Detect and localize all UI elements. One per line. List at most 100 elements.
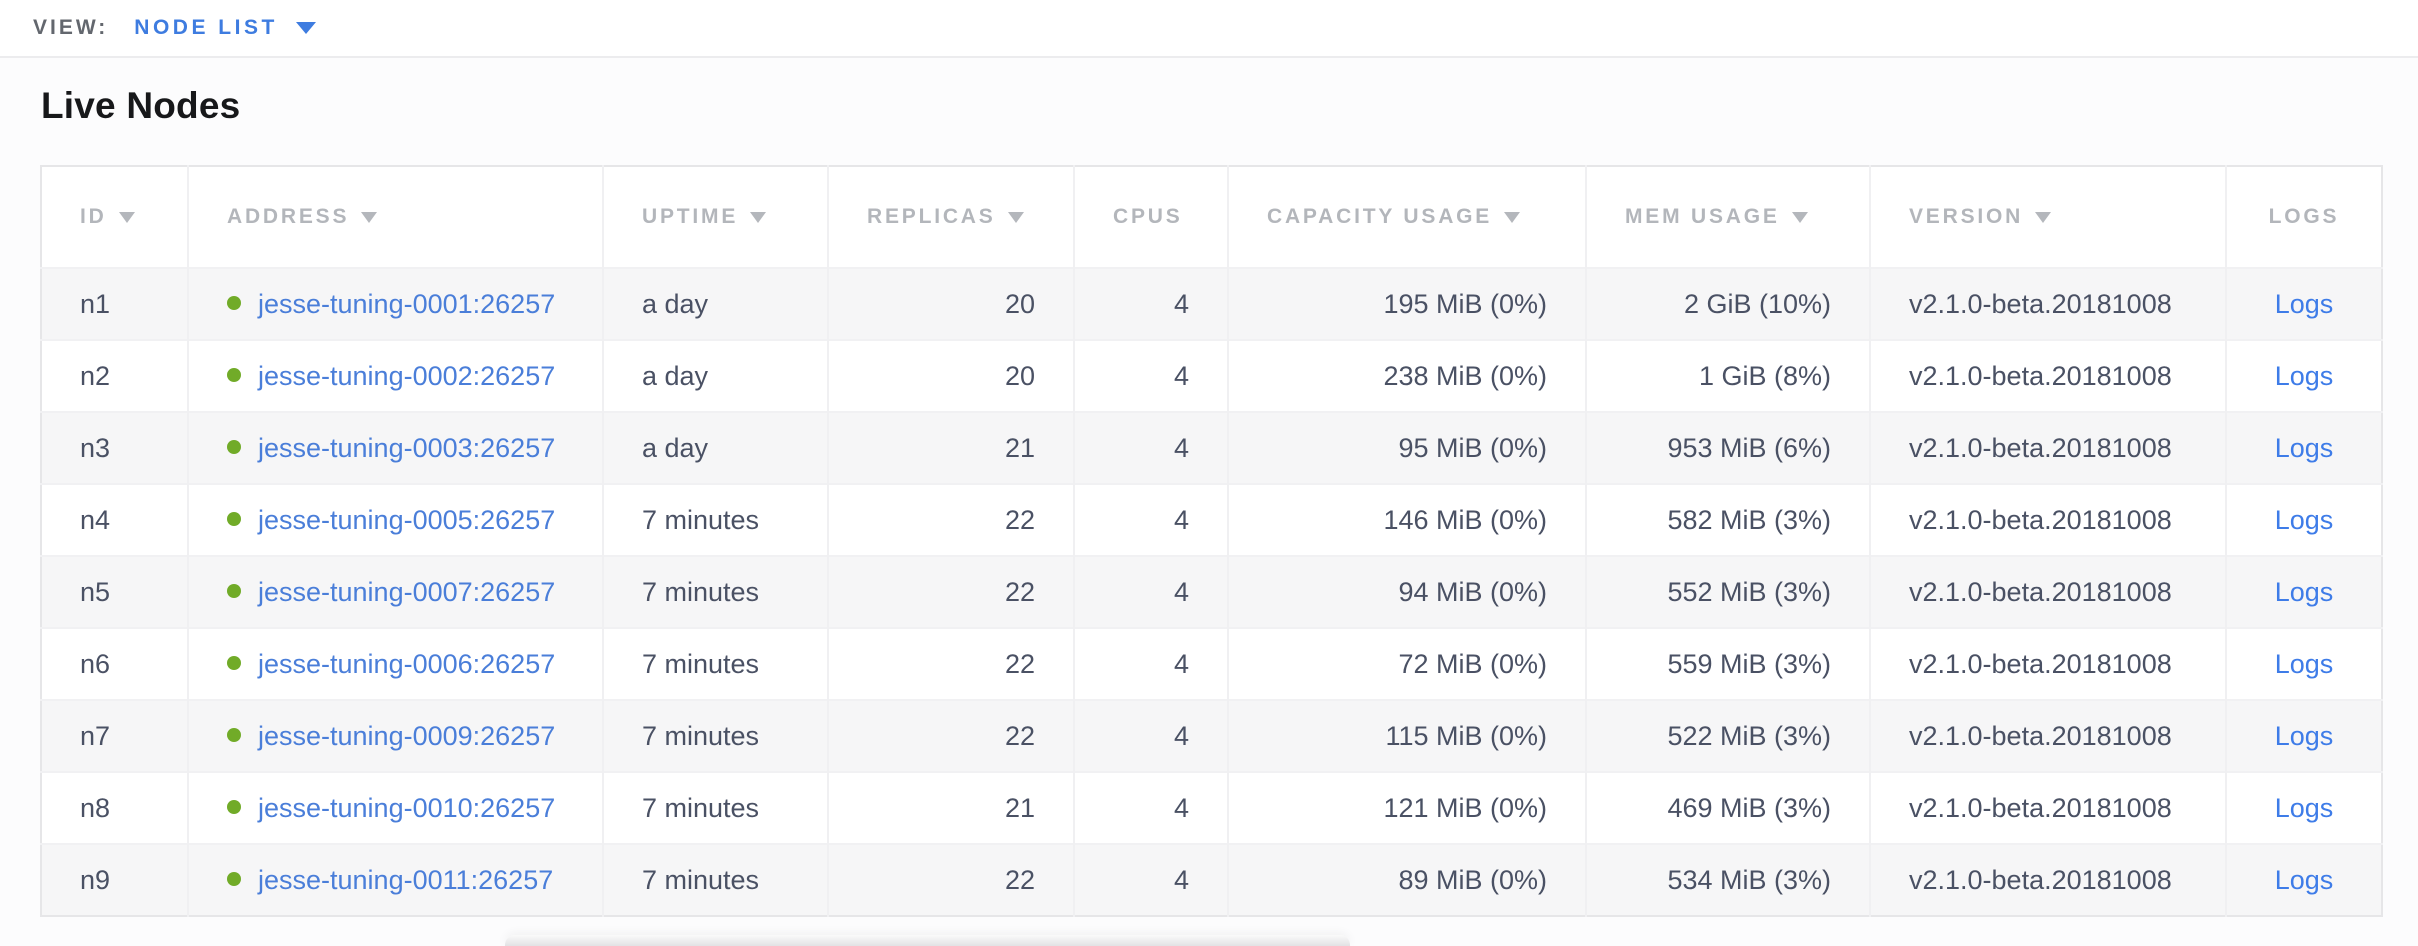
- table-row-n1: n1 jesse-tuning-0001:26257 a day 20 4 195 MiB…: [41, 268, 2382, 340]
- logs-link[interactable]: Logs: [2274, 864, 2334, 895]
- cell-mem: 534 MiB (3%): [1585, 844, 1870, 916]
- cell-capacity: 115 MiB (0%): [1227, 700, 1586, 772]
- live-status-dot: [227, 584, 241, 599]
- cell-id: n7: [80, 720, 111, 751]
- sort-desc-icon: [750, 212, 767, 223]
- view-selector[interactable]: NODE LIST: [134, 16, 316, 40]
- node-address-link[interactable]: jesse-tuning-0009:26257: [258, 720, 556, 751]
- live-status-dot: [227, 800, 241, 815]
- table-row-n7: n7 jesse-tuning-0009:26257 7 minutes 22 4 115…: [41, 700, 2382, 772]
- sort-desc-icon: [1791, 212, 1808, 223]
- cell-id: n1: [80, 288, 111, 319]
- cell-version: v2.1.0-beta.20181008: [1869, 844, 2226, 916]
- cell-version: v2.1.0-beta.20181008: [1869, 268, 2226, 340]
- cell-uptime: 7 minutes: [602, 628, 828, 700]
- cell-mem: 469 MiB (3%): [1585, 772, 1870, 844]
- cell-uptime: a day: [602, 268, 828, 340]
- node-address-link[interactable]: jesse-tuning-0011:26257: [258, 864, 554, 895]
- live-status-dot: [227, 440, 241, 455]
- logs-link[interactable]: Logs: [2274, 648, 2334, 679]
- cell-logs: Logs: [2225, 844, 2382, 916]
- sort-desc-icon: [361, 212, 378, 223]
- logs-link[interactable]: Logs: [2274, 432, 2334, 463]
- cell-id: n9: [80, 864, 111, 895]
- cell-address: jesse-tuning-0002:26257: [187, 340, 603, 412]
- sort-desc-icon: [1007, 212, 1024, 223]
- column-header-version[interactable]: VERSION: [1869, 166, 2226, 268]
- live-status-dot: [227, 296, 241, 311]
- cell-cpus: 4: [1073, 700, 1228, 772]
- cell-replicas: 22: [827, 556, 1074, 628]
- column-header-uptime[interactable]: UPTIME: [602, 166, 828, 268]
- live-status-dot: [227, 368, 241, 383]
- cell-address: jesse-tuning-0001:26257: [187, 268, 603, 340]
- cell-id: n8: [80, 792, 111, 823]
- live-status-dot: [227, 872, 241, 887]
- cell-address: jesse-tuning-0005:26257: [187, 484, 603, 556]
- table-row-n2: n2 jesse-tuning-0002:26257 a day 20 4 238 MiB…: [41, 340, 2382, 412]
- table-row-n9: n9 jesse-tuning-0011:26257 7 minutes 22 4 89 …: [41, 844, 2382, 916]
- cell-capacity: 89 MiB (0%): [1227, 844, 1586, 916]
- cell-replicas: 20: [827, 268, 1074, 340]
- bottom-panel-edge: [505, 935, 1350, 946]
- cell-id: n2: [80, 360, 111, 391]
- node-address-link[interactable]: jesse-tuning-0003:26257: [258, 432, 556, 463]
- cell-replicas: 22: [827, 484, 1074, 556]
- cell-cpus: 4: [1073, 340, 1228, 412]
- node-address-link[interactable]: jesse-tuning-0005:26257: [258, 504, 556, 535]
- node-address-link[interactable]: jesse-tuning-0010:26257: [258, 792, 556, 823]
- logs-link[interactable]: Logs: [2274, 576, 2334, 607]
- sort-desc-icon: [2035, 212, 2052, 223]
- node-address-link[interactable]: jesse-tuning-0007:26257: [258, 576, 556, 607]
- cell-logs: Logs: [2225, 556, 2382, 628]
- cell-logs: Logs: [2225, 412, 2382, 484]
- cell-id: n5: [80, 576, 111, 607]
- column-header-mem[interactable]: MEM USAGE: [1585, 166, 1870, 268]
- node-address-link[interactable]: jesse-tuning-0001:26257: [258, 288, 556, 319]
- column-header-capacity[interactable]: CAPACITY USAGE: [1227, 166, 1586, 268]
- cell-mem: 522 MiB (3%): [1585, 700, 1870, 772]
- logs-link[interactable]: Logs: [2274, 288, 2334, 319]
- table-row-n5: n5 jesse-tuning-0007:26257 7 minutes 22 4 94 …: [41, 556, 2382, 628]
- cell-cpus: 4: [1073, 772, 1228, 844]
- cell-version: v2.1.0-beta.20181008: [1869, 700, 2226, 772]
- cell-version: v2.1.0-beta.20181008: [1869, 484, 2226, 556]
- table-row-n4: n4 jesse-tuning-0005:26257 7 minutes 22 4 146…: [41, 484, 2382, 556]
- cell-id: n4: [80, 504, 111, 535]
- table-row-n6: n6 jesse-tuning-0006:26257 7 minutes 22 4 72 …: [41, 628, 2382, 700]
- table-header-row: ID ADDRESS UPTIME REPLICAS CPUS CAPACITY USAG…: [41, 166, 2382, 268]
- cell-version: v2.1.0-beta.20181008: [1869, 412, 2226, 484]
- cell-logs: Logs: [2225, 772, 2382, 844]
- column-header-replicas[interactable]: REPLICAS: [827, 166, 1074, 268]
- column-label-cpus: CPUS: [1113, 205, 1183, 228]
- cell-logs: Logs: [2225, 268, 2382, 340]
- cell-logs: Logs: [2225, 628, 2382, 700]
- node-address-link[interactable]: jesse-tuning-0002:26257: [258, 360, 556, 391]
- logs-link[interactable]: Logs: [2274, 360, 2334, 391]
- cell-mem: 953 MiB (6%): [1585, 412, 1870, 484]
- column-label-version: VERSION: [1909, 205, 2024, 228]
- column-header-address[interactable]: ADDRESS: [187, 166, 603, 268]
- cell-uptime: 7 minutes: [602, 844, 828, 916]
- logs-link[interactable]: Logs: [2274, 504, 2334, 535]
- cell-uptime: 7 minutes: [602, 700, 828, 772]
- cell-uptime: a day: [602, 412, 828, 484]
- live-status-dot: [227, 656, 241, 671]
- chevron-down-icon: [295, 22, 316, 34]
- page-title: Live Nodes: [41, 85, 241, 126]
- column-label-address: ADDRESS: [227, 205, 350, 228]
- logs-link[interactable]: Logs: [2274, 792, 2334, 823]
- column-header-id[interactable]: ID: [41, 166, 188, 268]
- cell-capacity: 146 MiB (0%): [1227, 484, 1586, 556]
- live-nodes-table: ID ADDRESS UPTIME REPLICAS CPUS CAPACITY USAG…: [40, 165, 2383, 917]
- logs-link[interactable]: Logs: [2274, 720, 2334, 751]
- cell-cpus: 4: [1073, 484, 1228, 556]
- cell-version: v2.1.0-beta.20181008: [1869, 340, 2226, 412]
- column-label-replicas: REPLICAS: [867, 205, 996, 228]
- cell-uptime: 7 minutes: [602, 772, 828, 844]
- cell-version: v2.1.0-beta.20181008: [1869, 772, 2226, 844]
- main-content: Live Nodes ID ADDRESS UPTIME REPLICAS CPUS CA…: [0, 85, 2418, 917]
- sort-desc-icon: [1504, 212, 1521, 223]
- sort-desc-icon: [118, 212, 135, 223]
- node-address-link[interactable]: jesse-tuning-0006:26257: [258, 648, 556, 679]
